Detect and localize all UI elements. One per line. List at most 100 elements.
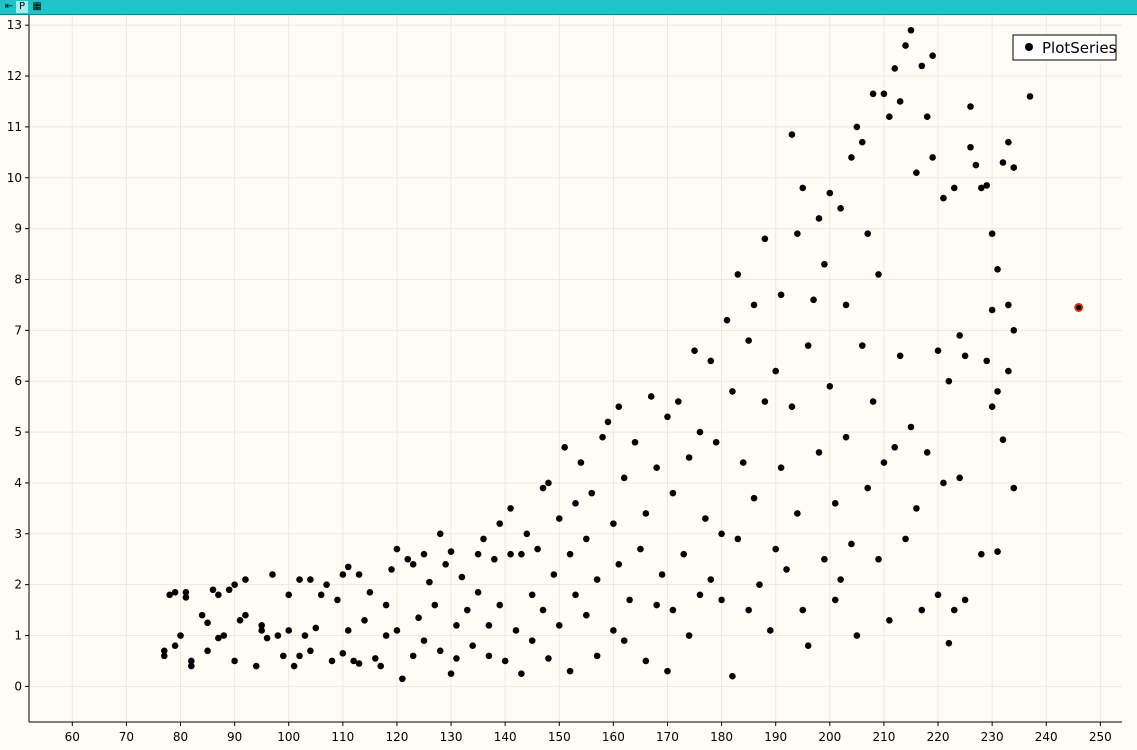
pin-icon[interactable]: ⇤ (4, 1, 14, 12)
data-point (783, 566, 790, 573)
data-point (669, 489, 677, 497)
data-point (296, 652, 303, 660)
highlighted-point-group[interactable] (1074, 302, 1084, 312)
data-point (875, 555, 882, 563)
data-point (934, 347, 942, 354)
data-point (209, 586, 217, 594)
data-point (1010, 327, 1018, 334)
data-point (848, 154, 855, 161)
data-point (853, 123, 861, 131)
data-point (518, 670, 525, 677)
data-point (274, 632, 282, 639)
data-point (886, 616, 893, 624)
data-point (799, 606, 807, 614)
data-point (999, 436, 1007, 444)
data-point (956, 332, 963, 339)
data-point (290, 662, 298, 670)
plot-series-points[interactable] (160, 26, 1034, 683)
data-point (491, 555, 498, 563)
data-point (458, 573, 466, 581)
data-point (848, 540, 855, 548)
y-tick-label: 6 (14, 374, 22, 388)
data-point (377, 662, 385, 670)
x-tick-label: 130 (440, 730, 463, 744)
x-tick-label: 110 (331, 730, 354, 744)
data-point (918, 62, 926, 70)
x-tick-label: 90 (227, 730, 242, 744)
data-point (918, 606, 926, 614)
x-axis-ticks: 60 70 80 90 100 110 120 130 140 150 160 170 180 190 20… (65, 722, 1112, 744)
data-point (610, 520, 617, 527)
data-point (528, 637, 536, 644)
data-point (1010, 164, 1018, 171)
data-point (436, 647, 444, 655)
data-point (572, 591, 579, 599)
data-point (355, 660, 363, 667)
x-tick-label: 230 (981, 730, 1004, 744)
data-point (307, 647, 314, 655)
data-point (940, 479, 947, 487)
data-point (972, 161, 980, 169)
data-point (312, 624, 320, 632)
data-point (961, 596, 969, 604)
data-point (739, 459, 747, 466)
data-point (236, 616, 244, 624)
data-point (734, 535, 742, 543)
data-point (258, 622, 265, 629)
data-point (258, 627, 265, 634)
y-tick-label: 13 (7, 18, 22, 32)
highlighted-point-core (1076, 304, 1082, 310)
data-point (198, 611, 206, 619)
x-tick-label: 150 (548, 730, 571, 744)
data-point (929, 154, 936, 161)
data-point (480, 535, 487, 543)
data-point (285, 591, 293, 599)
data-point (729, 388, 736, 395)
data-point (669, 606, 677, 614)
data-point (691, 347, 698, 354)
data-point (647, 393, 655, 400)
data-point (334, 596, 341, 604)
data-point (815, 449, 823, 456)
legend[interactable]: PlotSeries (1012, 34, 1117, 61)
data-point (653, 601, 660, 609)
data-point (831, 596, 839, 604)
data-point (994, 266, 1001, 273)
data-point (804, 642, 812, 650)
data-point (978, 184, 985, 192)
scatter-chart[interactable]: 60 70 80 90 100 110 120 130 140 150 160 170 180 190 20… (0, 15, 1137, 750)
title-bar: ⇤ P ▦ (0, 0, 1137, 15)
data-point (393, 545, 401, 553)
x-tick-label: 60 (65, 730, 80, 744)
data-point (242, 576, 249, 583)
data-point (339, 650, 347, 657)
data-point (177, 632, 184, 639)
legend-label: PlotSeries (1042, 39, 1117, 57)
data-point (545, 655, 552, 662)
data-point (967, 103, 974, 110)
data-point (761, 235, 769, 243)
p-button[interactable]: P (16, 1, 28, 13)
axes (28, 15, 1122, 723)
data-point (388, 566, 395, 573)
data-point (328, 657, 336, 665)
data-point (858, 138, 866, 146)
data-point (566, 667, 574, 675)
data-point (539, 606, 547, 614)
y-tick-label: 4 (14, 476, 22, 490)
data-point (593, 576, 601, 583)
grid-icon[interactable]: ▦ (32, 1, 42, 12)
data-point (615, 561, 623, 568)
data-point (810, 296, 817, 304)
data-point (626, 596, 633, 604)
data-point (442, 561, 449, 568)
data-point (961, 352, 969, 360)
data-point (507, 505, 514, 512)
data-point (864, 230, 871, 238)
data-point (296, 576, 303, 583)
y-tick-label: 1 (14, 629, 22, 643)
data-point (431, 601, 439, 609)
data-point (166, 591, 173, 599)
data-point (875, 271, 882, 278)
data-point (204, 619, 211, 627)
